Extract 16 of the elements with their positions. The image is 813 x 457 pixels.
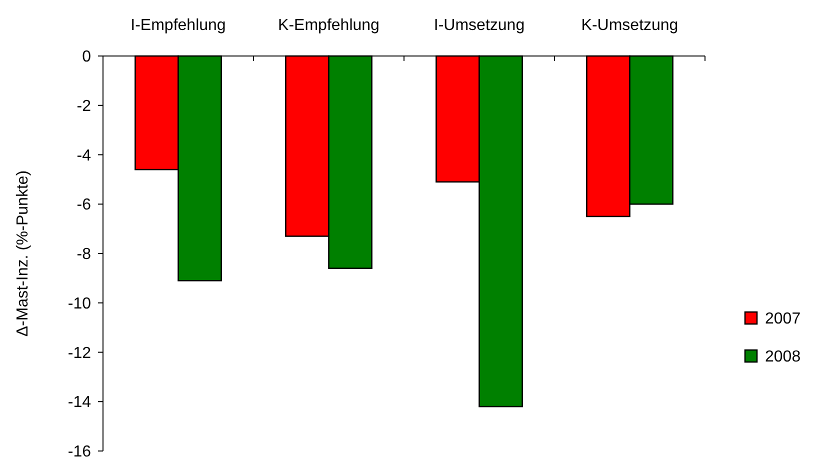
y-tick-label: -4	[76, 147, 92, 164]
y-tick-label: -12	[68, 344, 92, 362]
x-tick-label: I-Umsetzung	[434, 17, 525, 34]
y-tick-label: -16	[68, 444, 92, 457]
y-tick-label: -14	[68, 394, 92, 412]
y-tick-label: -10	[68, 295, 92, 312]
y-tick-label: 0	[82, 48, 92, 66]
y-axis-title: Δ-Mast-Inz. (%-Punkte)	[14, 170, 32, 337]
legend-label: 2008	[765, 348, 801, 366]
x-tick-label: K-Umsetzung	[581, 17, 678, 34]
x-tick-label: I-Empfehlung	[130, 17, 226, 34]
x-tick-label: K-Empfehlung	[278, 17, 380, 34]
y-tick-label: -6	[76, 196, 92, 214]
y-tick-label: -8	[76, 246, 92, 264]
y-tick-label: -2	[76, 98, 92, 115]
legend-label: 2007	[765, 310, 801, 328]
